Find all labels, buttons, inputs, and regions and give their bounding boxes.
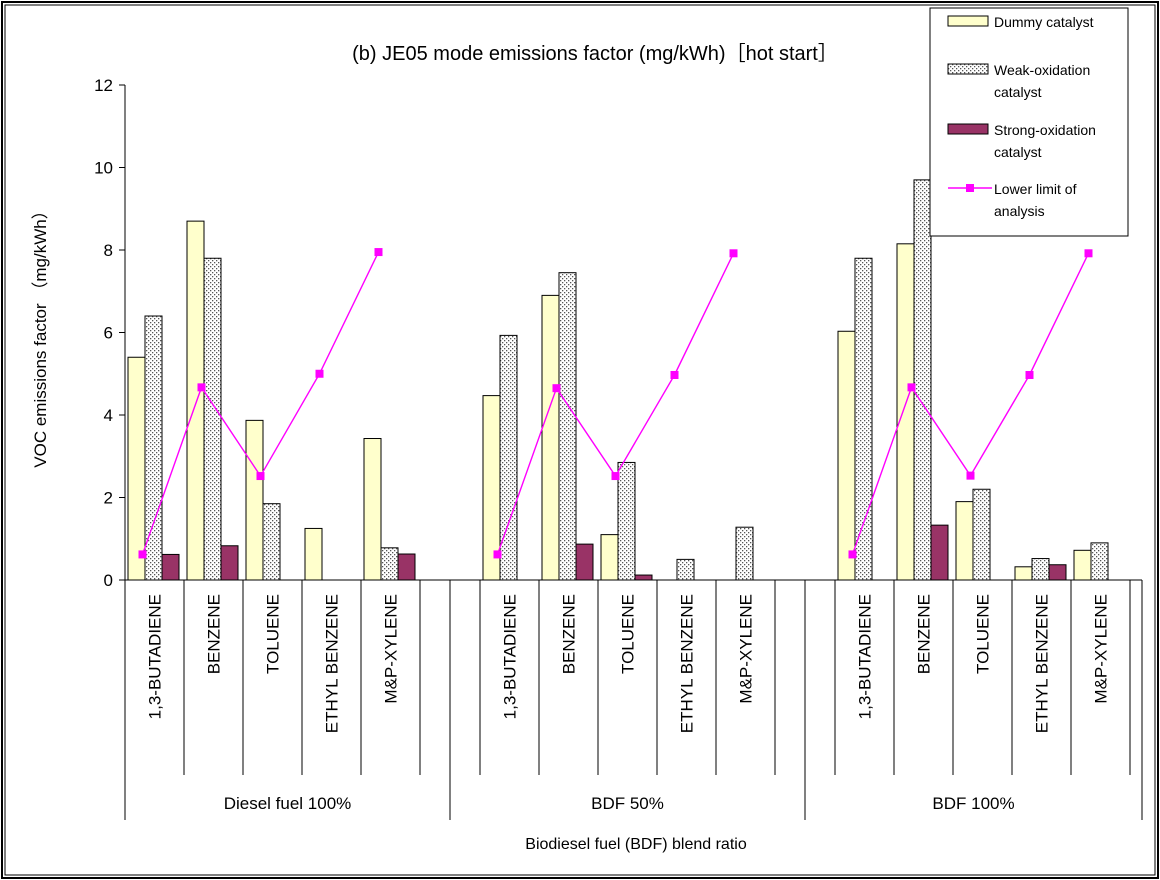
y-tick-label: 4	[104, 406, 113, 425]
legend-label: Strong-oxidation	[994, 122, 1096, 138]
legend-marker-lower-limit	[966, 184, 974, 192]
legend-swatch-strong-oxidation-catalyst	[947, 123, 989, 135]
legend-label: Weak-oxidation	[994, 62, 1090, 78]
legend-label-line2: catalyst	[994, 144, 1042, 160]
bar-strong-oxidation-catalyst	[397, 553, 416, 581]
line-marker-lower-limit	[729, 249, 738, 258]
chart-title: (b) JE05 mode emissions factor (mg/kWh)［…	[352, 42, 838, 65]
legend-label-line2: analysis	[994, 203, 1045, 219]
category-label: ETHYL BENZENE	[678, 594, 697, 733]
line-marker-lower-limit	[1025, 370, 1034, 379]
line-marker-lower-limit	[493, 550, 502, 559]
bar-weak-oxidation-catalyst	[913, 179, 932, 581]
bar-dummy-catalyst	[363, 438, 382, 581]
bar-dummy-catalyst	[600, 534, 619, 581]
group-label: BDF 50%	[591, 794, 664, 813]
bar-strong-oxidation-catalyst	[1048, 564, 1067, 581]
y-axis-label: VOC emissions factor （mg/kWh）	[31, 202, 50, 467]
legend-label: Lower limit of	[994, 181, 1077, 197]
bar-weak-oxidation-catalyst	[1031, 558, 1050, 581]
bar-strong-oxidation-catalyst	[220, 545, 239, 581]
legend-swatch-weak-oxidation-catalyst	[947, 63, 989, 75]
category-label: 1,3-BUTADIENE	[501, 594, 520, 719]
category-label: BENZENE	[205, 594, 224, 674]
bar-weak-oxidation-catalyst	[735, 526, 754, 581]
line-marker-lower-limit	[138, 550, 147, 559]
category-label: 1,3-BUTADIENE	[146, 594, 165, 719]
y-tick-label: 10	[94, 159, 113, 178]
bar-weak-oxidation-catalyst	[1090, 542, 1109, 581]
bar-weak-oxidation-catalyst	[854, 257, 873, 581]
line-marker-lower-limit	[315, 369, 324, 378]
bar-dummy-catalyst	[127, 356, 146, 581]
x-axis-label: Biodiesel fuel (BDF) blend ratio	[525, 836, 747, 853]
bar-weak-oxidation-catalyst	[558, 272, 577, 581]
line-marker-lower-limit	[197, 383, 206, 392]
category-label: 1,3-BUTADIENE	[856, 594, 875, 719]
line-marker-lower-limit	[848, 550, 857, 559]
legend-label: Dummy catalyst	[994, 14, 1094, 30]
category-label: TOLUENE	[974, 594, 993, 674]
bar-strong-oxidation-catalyst	[634, 574, 653, 581]
legend-label-line2: catalyst	[994, 84, 1042, 100]
line-marker-lower-limit	[670, 370, 679, 379]
chart-inner-border	[4, 4, 1156, 876]
bar-dummy-catalyst	[955, 501, 974, 581]
category-label: ETHYL BENZENE	[1033, 594, 1052, 733]
group-label: Diesel fuel 100%	[224, 794, 352, 813]
plot-area: 0 2 4 6 8 10 12 1,3-BUTADIENE BENZENE TOLUENE ETHY…	[94, 76, 1143, 820]
category-label: M&P-XYLENE	[382, 594, 401, 704]
legend-box	[929, 7, 1129, 237]
bar-weak-oxidation-catalyst	[144, 315, 163, 581]
line-marker-lower-limit	[1084, 249, 1093, 258]
line-marker-lower-limit	[966, 471, 975, 480]
line-marker-lower-limit	[374, 248, 383, 257]
y-tick-label: 2	[104, 489, 113, 508]
bar-dummy-catalyst	[837, 330, 856, 581]
category-label: BENZENE	[560, 594, 579, 674]
bar-dummy-catalyst	[541, 294, 560, 581]
bar-dummy-catalyst	[1073, 549, 1092, 581]
line-marker-lower-limit	[611, 472, 620, 481]
bar-dummy-catalyst	[245, 419, 264, 581]
bar-strong-oxidation-catalyst	[161, 553, 180, 581]
bar-weak-oxidation-catalyst	[676, 558, 695, 581]
bar-weak-oxidation-catalyst	[262, 503, 281, 581]
category-label: TOLUENE	[619, 594, 638, 674]
bar-weak-oxidation-catalyst	[499, 334, 518, 581]
bar-strong-oxidation-catalyst	[575, 543, 594, 581]
category-label: M&P-XYLENE	[1092, 594, 1111, 704]
y-tick-label: 6	[104, 324, 113, 343]
bar-dummy-catalyst	[186, 220, 205, 581]
legend: Dummy catalyst Weak-oxidation catalyst Stro…	[929, 7, 1129, 237]
bar-dummy-catalyst	[1014, 566, 1033, 581]
bar-weak-oxidation-catalyst	[617, 461, 636, 581]
bar-weak-oxidation-catalyst	[972, 488, 991, 581]
bar-dummy-catalyst	[304, 527, 323, 581]
legend-swatch-dummy-catalyst	[947, 15, 989, 27]
y-tick-label: 12	[94, 76, 113, 95]
bar-weak-oxidation-catalyst	[203, 257, 222, 581]
y-tick-label: 0	[104, 571, 113, 590]
series-line-lower-limit	[496, 252, 735, 555]
category-label: TOLUENE	[264, 594, 283, 674]
line-marker-lower-limit	[256, 472, 265, 481]
bar-strong-oxidation-catalyst	[930, 524, 949, 581]
bar-dummy-catalyst	[896, 243, 915, 581]
line-marker-lower-limit	[907, 383, 916, 392]
category-label: BENZENE	[915, 594, 934, 674]
category-label: M&P-XYLENE	[737, 594, 756, 704]
group-label: BDF 100%	[932, 794, 1014, 813]
line-marker-lower-limit	[552, 384, 561, 393]
y-tick-label: 8	[104, 241, 113, 260]
bar-weak-oxidation-catalyst	[380, 547, 399, 581]
category-label: ETHYL BENZENE	[323, 594, 342, 733]
